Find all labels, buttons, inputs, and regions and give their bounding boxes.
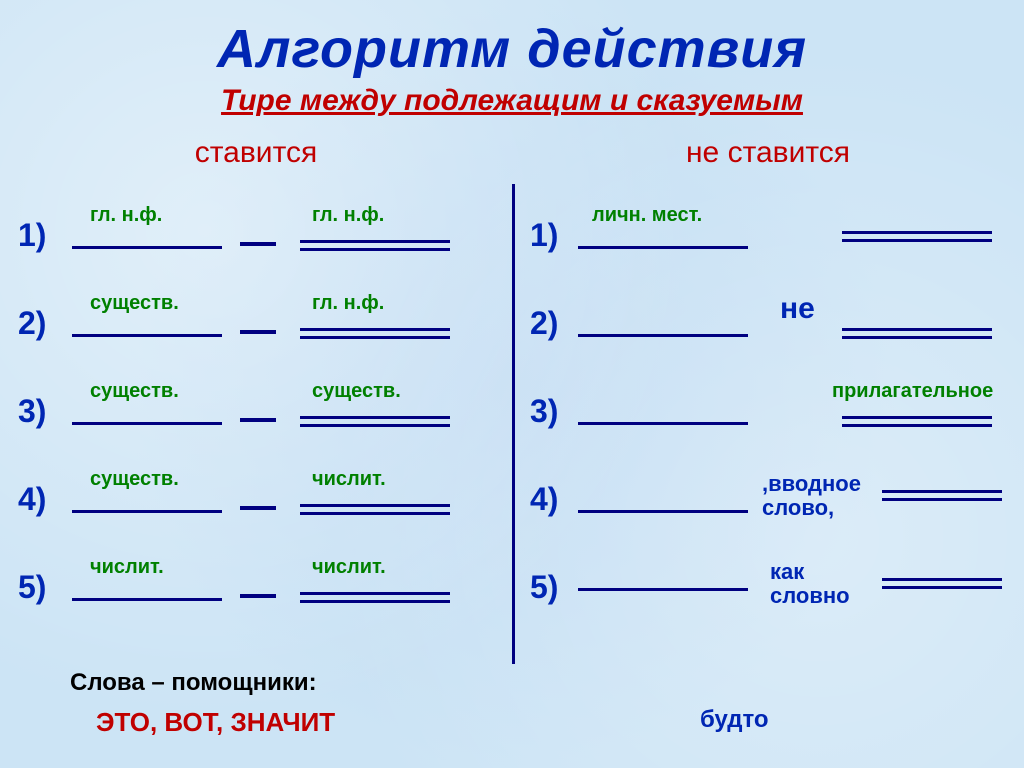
right-header: не ставится (512, 136, 1024, 170)
dash-line (240, 330, 276, 334)
subject-label: существ. (90, 468, 179, 491)
middle-word: ,вводное слово, (762, 472, 861, 520)
predicate-line (882, 578, 1002, 586)
predicate-line (300, 328, 450, 336)
page-title: Алгоритм действия (0, 0, 1024, 80)
row-number: 4) (530, 481, 558, 518)
row-number: 1) (530, 217, 558, 254)
row-number: 5) (18, 569, 46, 606)
left-header: ставится (0, 136, 512, 170)
predicate-line (842, 231, 992, 239)
predicate-line (842, 416, 992, 424)
subject-label: существ. (90, 292, 179, 315)
predicate-label: числит. (312, 556, 386, 579)
extra-word: будто (700, 706, 769, 734)
predicate-line (882, 490, 1002, 498)
subject-line (578, 510, 748, 513)
middle-word: не (780, 292, 815, 326)
right-column: не ставится 1) личн. мест. 2) не 3) прил… (512, 136, 1024, 696)
subject-line (72, 510, 222, 513)
row-number: 4) (18, 481, 46, 518)
subject-line (578, 246, 748, 249)
right-row-3: 3) прилагательное (512, 352, 1024, 440)
row-number: 2) (530, 305, 558, 342)
row-number: 5) (530, 569, 558, 606)
helpers-title: Слова – помощники: (70, 669, 335, 697)
left-row-3: 3) существ. существ. (0, 352, 512, 440)
predicate-line (300, 416, 450, 424)
page-subtitle: Тире между подлежащим и сказуемым (0, 84, 1024, 118)
columns-wrapper: ставится 1) гл. н.ф. гл. н.ф. 2) существ… (0, 136, 1024, 696)
left-row-5: 5) числит. числит. (0, 528, 512, 616)
row-number: 3) (530, 393, 558, 430)
helpers-words: ЭТО, ВОТ, ЗНАЧИТ (96, 707, 335, 738)
row-number: 2) (18, 305, 46, 342)
subject-label: гл. н.ф. (90, 204, 162, 227)
predicate-line (300, 592, 450, 600)
helpers-block: Слова – помощники: ЭТО, ВОТ, ЗНАЧИТ (70, 669, 335, 738)
left-row-2: 2) существ. гл. н.ф. (0, 264, 512, 352)
right-row-1: 1) личн. мест. (512, 176, 1024, 264)
subject-line (72, 334, 222, 337)
predicate-label: числит. (312, 468, 386, 491)
left-row-1: 1) гл. н.ф. гл. н.ф. (0, 176, 512, 264)
subject-line (578, 334, 748, 337)
dash-line (240, 418, 276, 422)
subject-line (72, 246, 222, 249)
predicate-label: гл. н.ф. (312, 292, 384, 315)
subject-line (72, 598, 222, 601)
subject-label: существ. (90, 380, 179, 403)
dash-line (240, 594, 276, 598)
predicate-label: прилагательное (832, 380, 993, 403)
predicate-label: гл. н.ф. (312, 204, 384, 227)
subject-line (72, 422, 222, 425)
subject-line (578, 588, 748, 591)
subject-label: личн. мест. (592, 204, 702, 227)
right-row-2: 2) не (512, 264, 1024, 352)
row-number: 3) (18, 393, 46, 430)
dash-line (240, 242, 276, 246)
left-column: ставится 1) гл. н.ф. гл. н.ф. 2) существ… (0, 136, 512, 696)
predicate-line (300, 504, 450, 512)
subject-line (578, 422, 748, 425)
right-row-4: 4) ,вводное слово, (512, 440, 1024, 528)
left-row-4: 4) существ. числит. (0, 440, 512, 528)
predicate-line (300, 240, 450, 248)
middle-word: как словно (770, 560, 850, 608)
row-number: 1) (18, 217, 46, 254)
predicate-label: существ. (312, 380, 401, 403)
dash-line (240, 506, 276, 510)
right-row-5: 5) как словно (512, 528, 1024, 616)
predicate-line (842, 328, 992, 336)
subject-label: числит. (90, 556, 164, 579)
